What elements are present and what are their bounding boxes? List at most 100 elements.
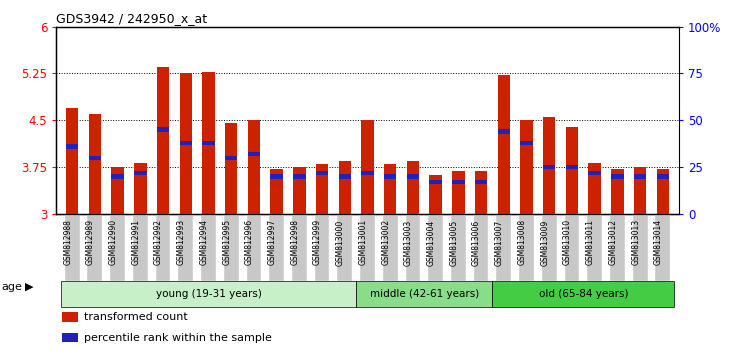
Bar — [520, 141, 532, 145]
Bar — [384, 174, 397, 179]
Text: young (19-31 years): young (19-31 years) — [155, 289, 262, 299]
Text: GSM812996: GSM812996 — [245, 219, 254, 266]
Text: GSM813008: GSM813008 — [518, 219, 526, 266]
Bar — [316, 171, 328, 175]
Bar — [247, 214, 261, 281]
Bar — [542, 214, 556, 281]
Text: GSM812998: GSM812998 — [290, 219, 299, 265]
Bar — [384, 164, 397, 214]
Bar — [451, 214, 466, 281]
Bar — [88, 114, 101, 214]
Bar — [633, 214, 647, 281]
Bar — [634, 174, 646, 179]
Text: percentile rank within the sample: percentile rank within the sample — [84, 333, 272, 343]
Text: GSM813005: GSM813005 — [449, 219, 458, 266]
Bar — [178, 214, 194, 281]
Text: GSM813000: GSM813000 — [336, 219, 345, 266]
Text: GSM812993: GSM812993 — [177, 219, 186, 266]
Text: GSM813009: GSM813009 — [540, 219, 549, 266]
Bar — [66, 108, 79, 214]
Bar — [248, 120, 260, 214]
Text: GSM812991: GSM812991 — [131, 219, 140, 265]
Bar — [656, 169, 669, 214]
Bar — [611, 174, 624, 179]
Bar — [610, 214, 625, 281]
Bar — [64, 214, 80, 281]
Bar — [248, 152, 260, 156]
Bar — [519, 214, 534, 281]
Bar — [338, 161, 351, 214]
Bar — [656, 214, 670, 281]
Bar — [520, 120, 532, 214]
Text: GSM813011: GSM813011 — [586, 219, 595, 265]
Bar — [543, 117, 556, 214]
Bar — [406, 174, 419, 179]
Bar — [271, 169, 283, 214]
Bar — [61, 281, 356, 307]
Bar — [66, 144, 79, 149]
Bar — [338, 174, 351, 179]
Text: GSM812995: GSM812995 — [222, 219, 231, 266]
Text: middle (42-61 years): middle (42-61 years) — [370, 289, 479, 299]
Bar — [293, 174, 305, 179]
Bar — [88, 155, 101, 160]
Text: GSM813014: GSM813014 — [654, 219, 663, 266]
Bar — [111, 167, 124, 214]
Bar — [475, 171, 488, 214]
Bar — [566, 126, 578, 214]
Bar — [179, 141, 192, 145]
Bar — [611, 169, 624, 214]
Bar — [224, 214, 238, 281]
Bar — [88, 214, 102, 281]
Bar — [382, 214, 398, 281]
Text: ▶: ▶ — [25, 282, 33, 292]
Text: GSM813012: GSM813012 — [608, 219, 617, 265]
Bar — [315, 214, 329, 281]
Text: old (65-84 years): old (65-84 years) — [538, 289, 628, 299]
Bar — [656, 174, 669, 179]
Bar — [589, 171, 601, 175]
Bar — [356, 281, 493, 307]
Text: GSM813002: GSM813002 — [381, 219, 390, 266]
Text: GSM813006: GSM813006 — [472, 219, 481, 266]
Bar — [179, 73, 192, 214]
Bar — [110, 214, 125, 281]
Bar — [428, 214, 443, 281]
Text: GSM812988: GSM812988 — [63, 219, 72, 265]
Bar — [111, 174, 124, 179]
Bar — [362, 171, 374, 175]
Bar — [496, 214, 512, 281]
Text: age: age — [2, 282, 22, 292]
Bar — [156, 214, 170, 281]
Bar — [634, 167, 646, 214]
Bar — [474, 214, 488, 281]
Text: GSM813003: GSM813003 — [404, 219, 413, 266]
Text: GSM812992: GSM812992 — [154, 219, 163, 265]
Bar — [566, 165, 578, 169]
Bar — [406, 161, 419, 214]
Bar — [475, 180, 488, 184]
Bar — [293, 167, 305, 214]
Bar — [587, 214, 602, 281]
Bar — [134, 163, 146, 214]
Bar — [225, 124, 238, 214]
Text: GSM813001: GSM813001 — [358, 219, 368, 266]
Text: GSM812999: GSM812999 — [313, 219, 322, 266]
Text: GSM812989: GSM812989 — [86, 219, 94, 265]
Bar — [62, 333, 78, 342]
Text: GDS3942 / 242950_x_at: GDS3942 / 242950_x_at — [56, 12, 207, 25]
Bar — [338, 214, 352, 281]
Bar — [157, 127, 170, 132]
Bar — [452, 180, 464, 184]
Bar — [292, 214, 307, 281]
Text: transformed count: transformed count — [84, 312, 188, 322]
Bar — [269, 214, 284, 281]
Bar — [360, 214, 375, 281]
Bar — [430, 175, 442, 214]
Bar — [497, 75, 510, 214]
Bar — [362, 120, 374, 214]
Bar — [201, 214, 216, 281]
Bar — [316, 164, 328, 214]
Bar — [134, 171, 146, 175]
Bar — [62, 312, 78, 322]
